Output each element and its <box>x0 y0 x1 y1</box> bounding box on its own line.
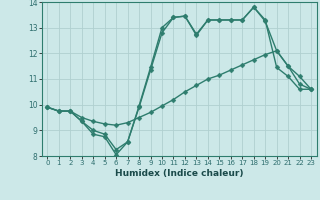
X-axis label: Humidex (Indice chaleur): Humidex (Indice chaleur) <box>115 169 244 178</box>
